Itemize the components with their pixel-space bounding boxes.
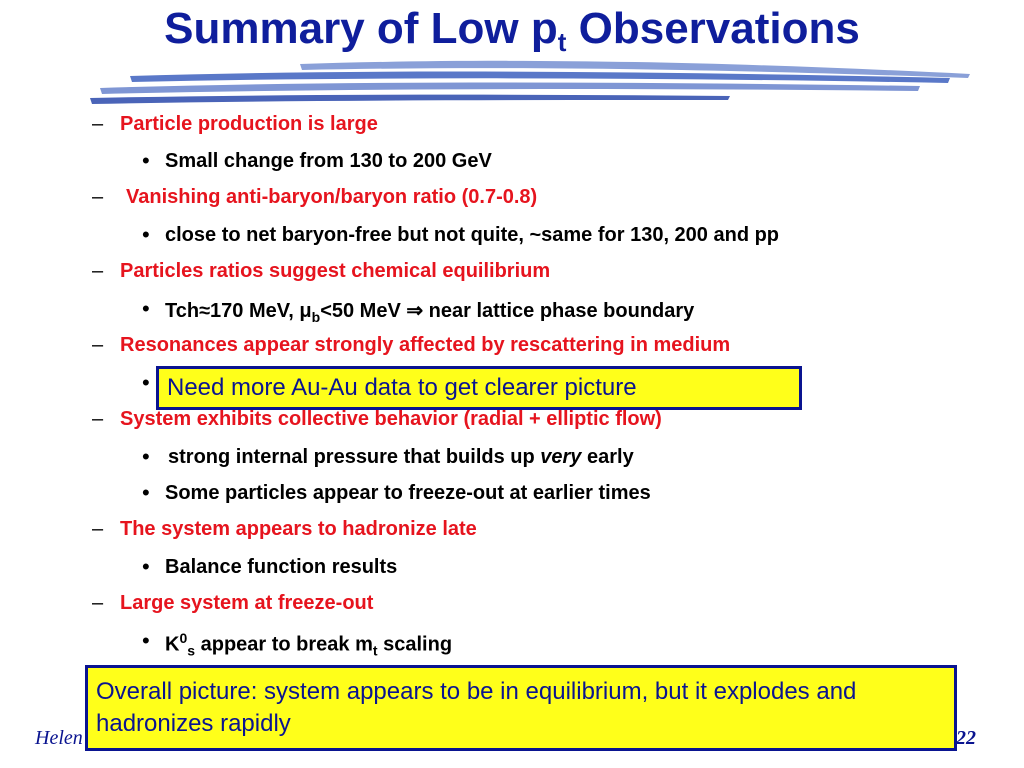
point-antibaryon-ratio: Vanishing anti-baryon/baryon ratio (0.7-… [126,186,538,208]
bullet-marker: • [142,480,150,505]
point-particle-production: Particle production is large [120,113,378,135]
bullet-marker: • [142,222,150,247]
bullet-marker: • [142,444,150,469]
title-brush-underline [90,60,970,104]
bullet-marker: • [142,296,150,321]
dash-marker: – [92,334,104,356]
point-resonances: Resonances appear strongly affected by r… [120,334,731,356]
page-number: 22 [956,727,976,749]
callout-more-data: Need more Au-Au data to get clearer pict… [156,366,802,410]
subpoint-balance-function: Balance function results [165,556,398,578]
point-hadronize-late: The system appears to hadronize late [120,518,477,540]
point-chemical-equilibrium: Particles ratios suggest chemical equili… [120,260,551,282]
dash-marker: – [92,592,104,614]
subpoint-baryon-free: close to net baryon-free but not quite, … [165,224,780,246]
footer-author: Helen [35,727,83,749]
subpoint-small-change: Small change from 130 to 200 GeV [165,150,492,172]
bullet-marker: • [142,370,150,395]
dash-marker: – [92,186,104,208]
subpoint-k0s-scaling: K0s appear to break mt scaling [165,630,453,659]
bullet-marker: • [142,554,150,579]
callout-overall-picture: Overall picture: system appears to be in… [85,665,957,751]
subpoint-internal-pressure: strong internal pressure that builds up … [168,446,634,468]
dash-marker: – [92,518,104,540]
point-large-system: Large system at freeze-out [120,592,374,614]
subpoint-tch: Tch≈170 MeV, μb<50 MeV ⇒ near lattice ph… [165,300,695,325]
slide-title: Summary of Low pt Observations [164,4,860,57]
dash-marker: – [92,408,104,430]
dash-marker: – [92,260,104,282]
bullet-marker: • [142,628,150,653]
bullet-marker: • [142,148,150,173]
subpoint-freeze-out: Some particles appear to freeze-out at e… [165,482,651,504]
point-collective-behavior: System exhibits collective behavior (rad… [120,408,662,430]
dash-marker: – [92,113,104,135]
